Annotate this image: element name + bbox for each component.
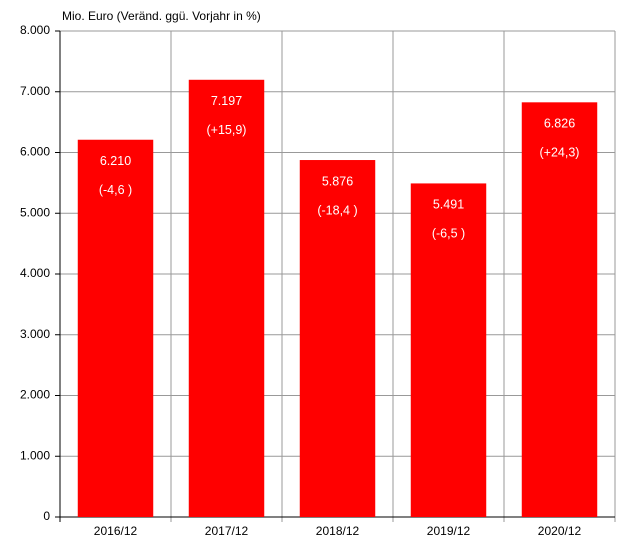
change-label: (-6,5 ): [432, 227, 465, 241]
y-tick-label: 8.000: [20, 23, 50, 37]
change-label: (-18,4 ): [317, 203, 357, 217]
x-tick-label: 2016/12: [94, 524, 138, 538]
bar: [410, 183, 487, 517]
change-label: (+24,3): [540, 146, 580, 160]
y-tick-label: 0: [43, 509, 50, 523]
y-tick-label: 1.000: [20, 448, 50, 462]
bar: [521, 102, 598, 518]
value-label: 6.826: [544, 117, 575, 131]
y-tick-label: 5.000: [20, 205, 50, 219]
y-axis-label: Mio. Euro (Veränd. ggü. Vorjahr in %): [62, 9, 261, 23]
y-tick-label: 6.000: [20, 145, 50, 159]
x-tick-label: 2017/12: [205, 524, 249, 538]
x-tick-label: 2020/12: [538, 524, 582, 538]
bar: [77, 139, 154, 517]
y-tick-label: 4.000: [20, 266, 50, 280]
y-tick-label: 3.000: [20, 327, 50, 341]
change-label: (+15,9): [207, 123, 247, 137]
bar: [299, 160, 376, 517]
value-label: 5.491: [433, 198, 464, 212]
x-tick-label: 2019/12: [427, 524, 471, 538]
value-label: 7.197: [211, 94, 242, 108]
y-tick-label: 2.000: [20, 388, 50, 402]
x-tick-label: 2018/12: [316, 524, 360, 538]
y-tick-label: 7.000: [20, 84, 50, 98]
value-label: 6.210: [100, 154, 131, 168]
value-label: 5.876: [322, 174, 353, 188]
bar: [188, 79, 265, 517]
change-label: (-4,6 ): [99, 183, 132, 197]
